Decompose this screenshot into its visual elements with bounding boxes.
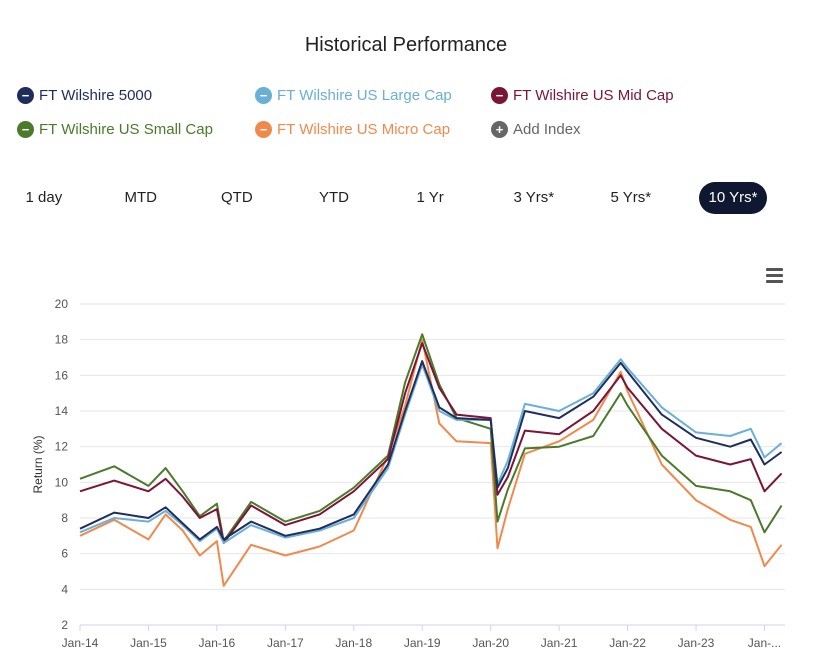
remove-icon: − xyxy=(255,121,272,138)
x-tick-label: Jan-22 xyxy=(609,636,646,650)
legend-item-4[interactable]: − FT Wilshire US Small Cap xyxy=(17,121,213,138)
x-tick-label: Jan-19 xyxy=(404,636,441,650)
x-tick-label: Jan-17 xyxy=(267,636,304,650)
y-tick-label: 12 xyxy=(55,440,69,454)
range-selector: 1 day MTD QTD YTD 1 Yr 3 Yrs* 5 Yrs* 10 Yrs* xyxy=(0,182,827,214)
range-button-6[interactable]: 3 Yrs* xyxy=(513,189,555,206)
x-tick-label: Jan-14 xyxy=(62,636,99,650)
remove-icon: − xyxy=(17,87,34,104)
x-tick-label: Jan-23 xyxy=(678,636,715,650)
x-tick-label: Jan-16 xyxy=(199,636,236,650)
legend-label: FT Wilshire 5000 xyxy=(39,87,153,104)
range-button-8[interactable]: 10 Yrs* xyxy=(698,182,768,214)
y-tick-label: 6 xyxy=(61,547,68,561)
legend-label: FT Wilshire US Small Cap xyxy=(39,121,213,138)
y-axis-title: Return (%) xyxy=(31,435,45,493)
series-line-5[interactable] xyxy=(79,338,783,587)
y-tick-label: 16 xyxy=(55,368,69,382)
legend-label: FT Wilshire US Mid Cap xyxy=(513,87,674,104)
range-button-3[interactable]: QTD xyxy=(221,189,253,206)
y-tick-label: 14 xyxy=(55,404,69,418)
y-tick-label: 2 xyxy=(61,618,68,632)
y-tick-label: 4 xyxy=(61,582,68,596)
legend-item-2[interactable]: − FT Wilshire US Large Cap xyxy=(255,87,452,104)
legend-label: Add Index xyxy=(513,121,581,138)
y-tick-label: 10 xyxy=(55,475,69,489)
line-chart: 2 4 6 8 10 12 14 16 18 20 Jan-14 Jan-15 Jan-16 Jan-17… xyxy=(31,297,785,650)
remove-icon: − xyxy=(255,87,272,104)
x-tick-label: Jan-... xyxy=(748,636,781,650)
y-tick-label: 8 xyxy=(61,511,68,525)
add-icon: + xyxy=(491,121,508,138)
legend-item-1[interactable]: − FT Wilshire 5000 xyxy=(17,87,152,104)
remove-icon: − xyxy=(491,87,508,104)
range-button-5[interactable]: 1 Yr xyxy=(416,189,444,206)
x-tick-label: Jan-20 xyxy=(472,636,509,650)
legend-item-6[interactable]: + Add Index xyxy=(491,121,581,138)
legend-item-5[interactable]: − FT Wilshire US Micro Cap xyxy=(255,121,450,138)
range-button-7[interactable]: 5 Yrs* xyxy=(610,189,652,206)
series-line-2[interactable] xyxy=(79,358,783,544)
legend-label: FT Wilshire US Micro Cap xyxy=(277,121,451,138)
range-button-4[interactable]: YTD xyxy=(319,189,349,206)
menu-icon[interactable] xyxy=(766,268,784,284)
series-line-4[interactable] xyxy=(79,333,783,543)
series-line-1[interactable] xyxy=(79,360,783,541)
y-tick-label: 20 xyxy=(55,297,69,311)
range-button-1[interactable]: 1 day xyxy=(25,189,63,206)
y-tick-label: 18 xyxy=(55,333,69,347)
remove-icon: − xyxy=(17,121,34,138)
chart-title: Historical Performance xyxy=(304,34,508,56)
x-tick-label: Jan-18 xyxy=(335,636,372,650)
legend-item-3[interactable]: − FT Wilshire US Mid Cap xyxy=(491,87,674,104)
x-tick-label: Jan-21 xyxy=(541,636,578,650)
series-line-3[interactable] xyxy=(79,342,783,544)
legend-label: FT Wilshire US Large Cap xyxy=(277,87,452,104)
x-tick-label: Jan-15 xyxy=(130,636,167,650)
range-button-2[interactable]: MTD xyxy=(124,189,158,206)
